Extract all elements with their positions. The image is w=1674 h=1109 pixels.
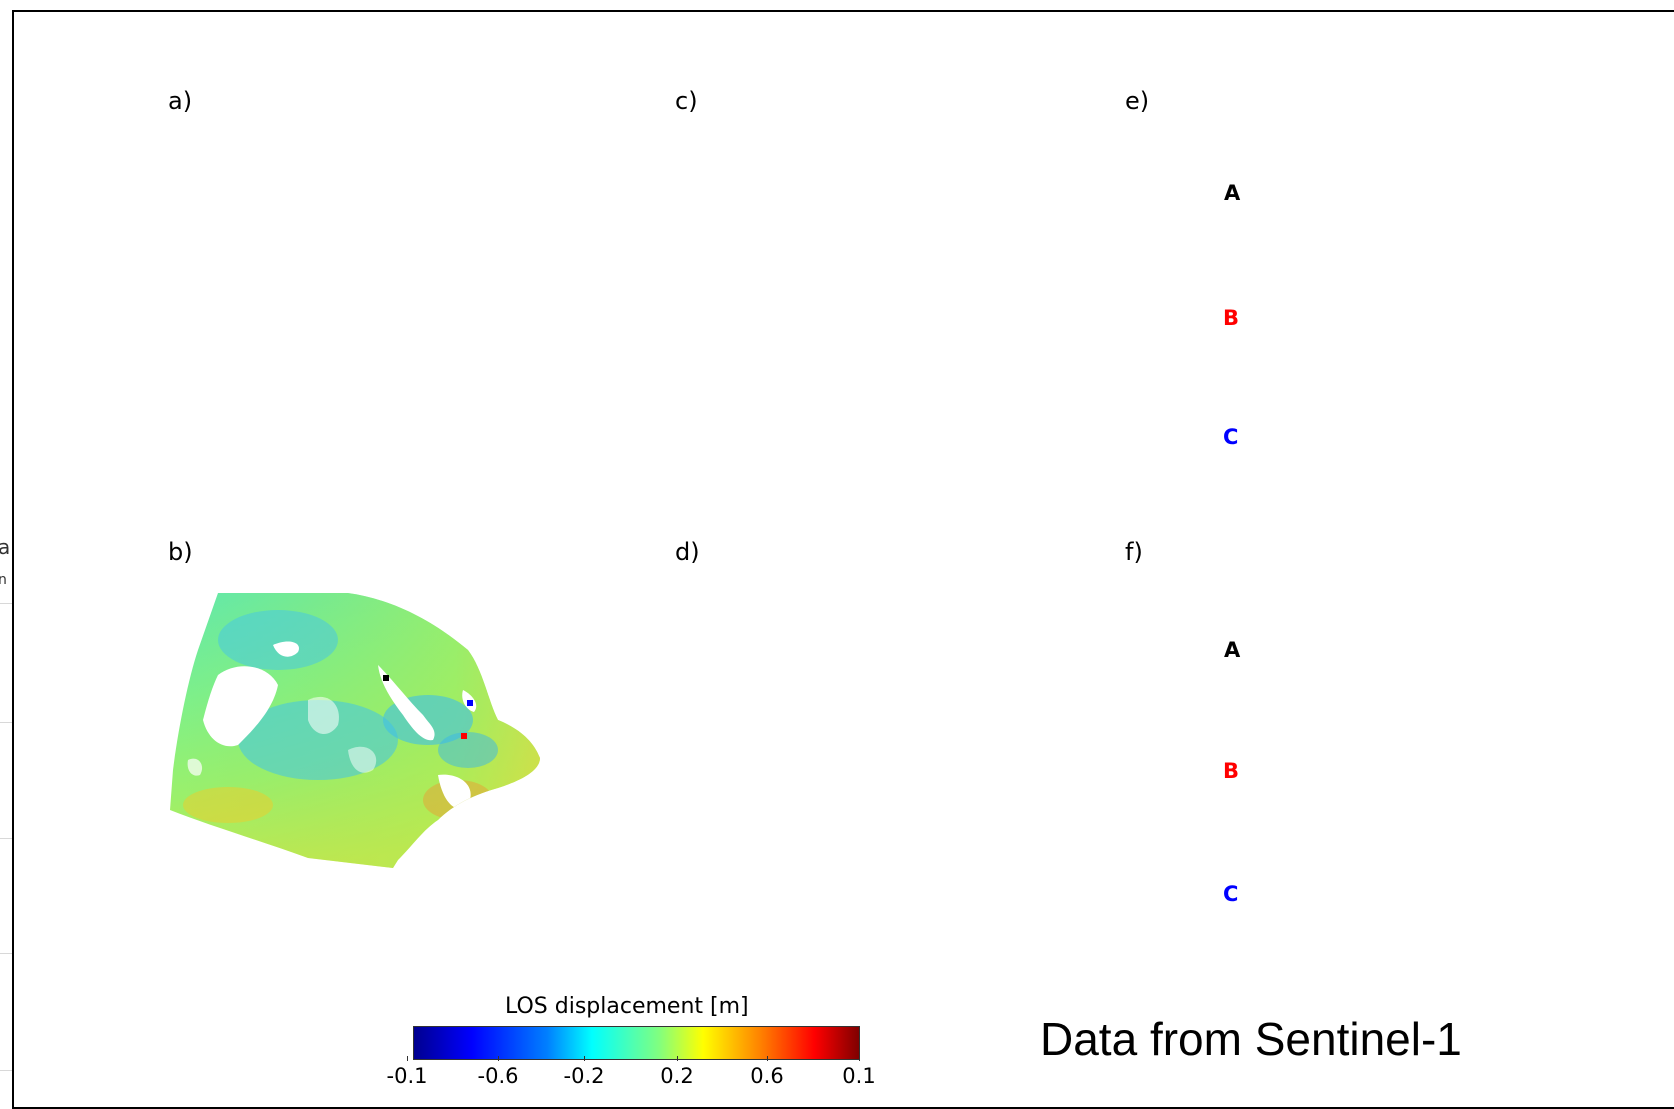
colorbar-tick-mark [407, 1056, 408, 1061]
colorbar-tick-label: 0.2 [660, 1064, 694, 1088]
colorbar [413, 1026, 860, 1060]
colorbar-tick-mark [677, 1056, 678, 1061]
colorbar-tick-label: -0.1 [386, 1064, 428, 1088]
panel-label-e: e) [1125, 87, 1150, 115]
colorbar-tick-label: 0.1 [842, 1064, 876, 1088]
fragment-divider [0, 722, 14, 723]
map-marker-layer [383, 675, 473, 739]
colorbar-tick-label: -0.2 [563, 1064, 605, 1088]
point-label-f-c: C [1223, 882, 1239, 906]
colorbar-tick-mark [584, 1056, 585, 1061]
fragment-text-bottom: n [0, 572, 7, 588]
panel-label-a: a) [168, 87, 193, 115]
fragment-divider [0, 838, 14, 839]
point-label-e-b: B [1223, 306, 1240, 330]
fragment-divider [0, 1070, 14, 1071]
map-marker-a [383, 675, 389, 681]
colorbar-tick-mark [859, 1056, 860, 1061]
colorbar-tick-label: -0.6 [477, 1064, 519, 1088]
fragment-divider [0, 953, 14, 954]
displacement-map-svg [170, 593, 540, 868]
colorbar-tick-mark [498, 1056, 499, 1061]
fragment-divider [0, 603, 14, 604]
data-source-label: Data from Sentinel-1 [1040, 1013, 1462, 1065]
point-label-f-b: B [1223, 759, 1240, 783]
colorbar-tick-mark [767, 1056, 768, 1061]
colorbar-title: LOS displacement [m] [505, 994, 749, 1019]
panel-label-c: c) [675, 87, 698, 115]
point-label-e-c: C [1223, 425, 1239, 449]
point-label-e-a: A [1224, 181, 1241, 205]
background-window-fragment: a n [0, 525, 14, 1109]
panel-label-b: b) [168, 538, 193, 566]
panel-label-d: d) [675, 538, 700, 566]
map-marker-b [461, 733, 467, 739]
displacement-map [168, 590, 578, 870]
colorbar-tick-label: 0.6 [750, 1064, 784, 1088]
point-label-f-a: A [1224, 638, 1241, 662]
fragment-text-top: a [0, 535, 11, 559]
figure-frame [12, 10, 1674, 1109]
panel-label-f: f) [1125, 538, 1143, 566]
map-marker-c [467, 700, 473, 706]
